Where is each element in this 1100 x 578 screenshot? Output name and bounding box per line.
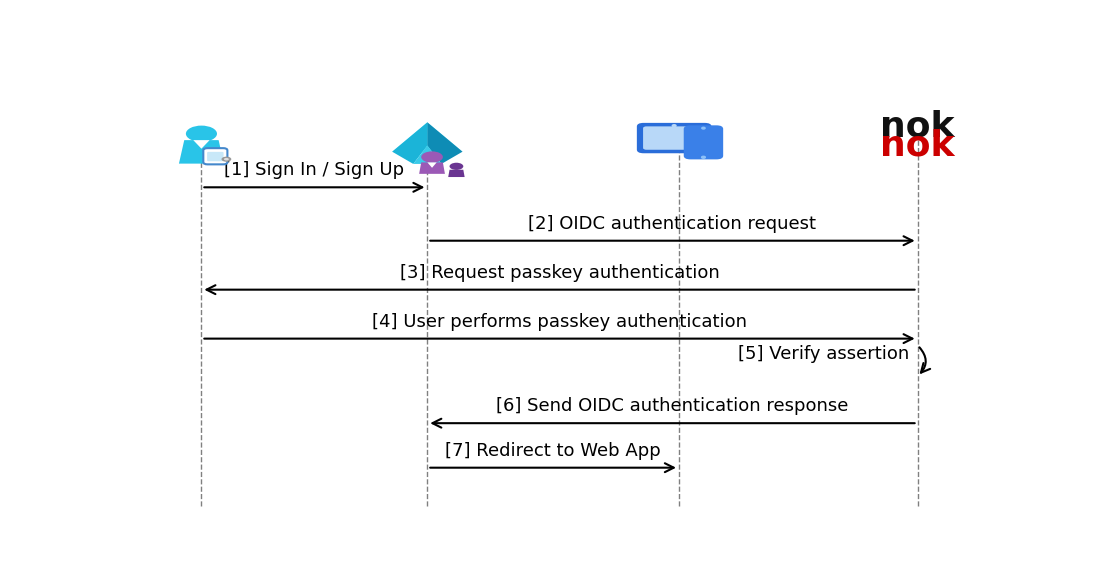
Polygon shape (428, 162, 437, 168)
Polygon shape (194, 140, 210, 149)
Polygon shape (393, 123, 427, 164)
Text: [5] Verify assertion: [5] Verify assertion (738, 345, 909, 363)
Circle shape (672, 125, 676, 127)
Text: [7] Redirect to Web App: [7] Redirect to Web App (446, 442, 661, 460)
Circle shape (221, 157, 231, 162)
FancyBboxPatch shape (637, 123, 712, 153)
Polygon shape (414, 146, 441, 164)
Polygon shape (393, 123, 462, 151)
FancyArrowPatch shape (920, 347, 931, 373)
Text: [3] Request passkey authentication: [3] Request passkey authentication (399, 264, 719, 281)
FancyBboxPatch shape (204, 148, 228, 164)
FancyBboxPatch shape (684, 125, 723, 160)
Circle shape (186, 125, 217, 142)
Polygon shape (179, 140, 224, 164)
Circle shape (421, 151, 443, 162)
FancyBboxPatch shape (644, 127, 705, 150)
Circle shape (702, 127, 705, 129)
Text: [4] User performs passkey authentication: [4] User performs passkey authentication (372, 313, 747, 331)
Text: nok: nok (880, 129, 955, 163)
Polygon shape (448, 170, 464, 177)
Circle shape (450, 163, 463, 170)
Polygon shape (419, 162, 444, 174)
Circle shape (702, 156, 705, 158)
Text: [2] OIDC authentication request: [2] OIDC authentication request (528, 214, 816, 233)
Polygon shape (427, 123, 462, 164)
Text: nok: nok (880, 109, 955, 143)
Text: [1] Sign In / Sign Up: [1] Sign In / Sign Up (224, 161, 405, 179)
FancyBboxPatch shape (207, 152, 223, 161)
Text: [6] Send OIDC authentication response: [6] Send OIDC authentication response (496, 397, 848, 415)
Circle shape (224, 158, 229, 161)
